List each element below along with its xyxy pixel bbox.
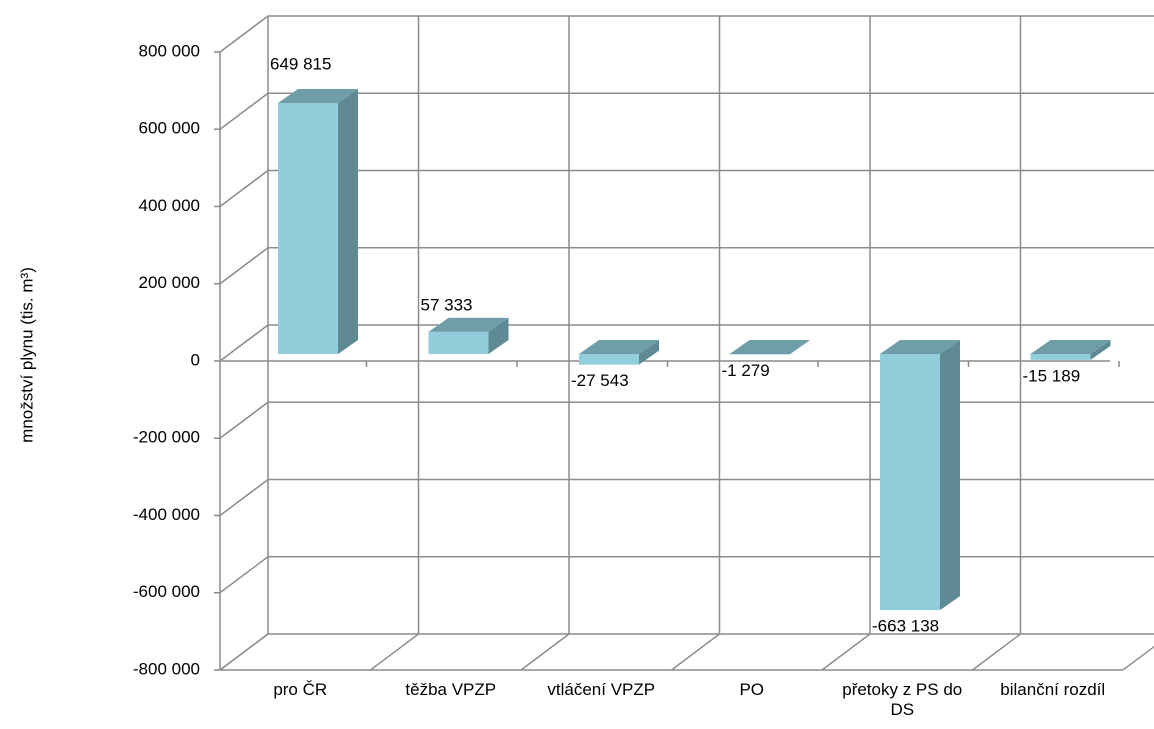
bar-side [639, 340, 659, 365]
floor-line [520, 633, 570, 671]
grid-line-side [219, 169, 269, 208]
bar-group [1030, 340, 1111, 360]
x-tick-label: přetoky z PS do DS [842, 680, 963, 719]
y-tick-label: 0 [191, 350, 200, 369]
y-axis-title: množství plynu (tis. m³) [17, 267, 36, 443]
grid-line-side [219, 247, 269, 285]
bar-group [880, 340, 960, 611]
value-label: 57 333 [421, 295, 473, 314]
bar-side [789, 340, 810, 355]
grid-line-side [219, 478, 269, 517]
grid-line-side [219, 633, 269, 671]
bar-top [729, 340, 810, 354]
bar [579, 354, 639, 365]
y-tick-label: -200 000 [133, 428, 200, 447]
value-label: -27 543 [571, 371, 629, 390]
y-tick-label: -600 000 [133, 582, 200, 601]
floor-line [821, 633, 871, 671]
grid-line-side [219, 324, 269, 362]
bar [880, 354, 940, 611]
y-tick-label: 600 000 [139, 119, 200, 138]
x-tick-label: vtláčení VPZP [547, 680, 656, 699]
bar-group [428, 317, 509, 354]
bar [428, 331, 489, 354]
grid-line-side [219, 15, 269, 53]
value-label: -663 138 [872, 617, 939, 636]
grid-line-side [219, 401, 269, 439]
value-label: -15 189 [1023, 366, 1081, 385]
floor-line [370, 633, 419, 671]
y-tick-label: 200 000 [139, 273, 200, 292]
bar-side [488, 317, 509, 354]
grid-line-side [219, 92, 269, 130]
floor-line [1122, 645, 1154, 671]
bar-group [278, 89, 358, 354]
bar-top [880, 340, 960, 354]
bar-top [278, 89, 358, 104]
bar-top [428, 317, 509, 332]
grid-line-side [219, 556, 269, 594]
floor-line [671, 633, 720, 671]
value-label: -1 279 [722, 361, 770, 380]
bar [278, 103, 338, 354]
y-tick-label: -400 000 [133, 505, 200, 524]
y-tick-label: -800 000 [133, 659, 200, 678]
bar-top [1030, 340, 1111, 354]
x-tick-label: těžba VPZP [405, 680, 497, 699]
bar-side [940, 340, 960, 611]
y-tick-label: 800 000 [139, 41, 200, 60]
bar-side [1090, 340, 1111, 360]
x-tick-label: bilanční rozdíl [1000, 680, 1106, 699]
y-tick-label: 400 000 [139, 196, 200, 215]
bar-top [579, 340, 659, 354]
x-tick-label: PO [739, 680, 765, 699]
x-tick-label: pro ČR [273, 680, 328, 699]
bar-group [579, 340, 659, 365]
floor-line [972, 633, 1021, 671]
bar-side [338, 89, 358, 354]
value-label: 649 815 [270, 54, 331, 73]
bar [1030, 354, 1091, 360]
grid [219, 15, 1154, 671]
bar-group [729, 340, 810, 355]
